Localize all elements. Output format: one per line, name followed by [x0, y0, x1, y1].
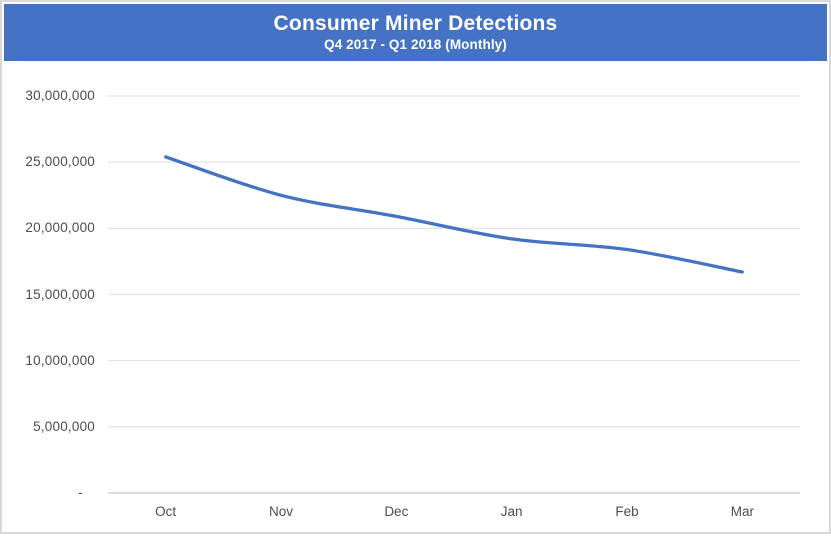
- y-axis-label: 15,000,000: [25, 286, 95, 302]
- x-axis-label: Nov: [268, 504, 293, 519]
- x-axis-label: Mar: [730, 504, 754, 519]
- y-axis-label: 20,000,000: [25, 220, 95, 236]
- series-line: [164, 155, 744, 274]
- x-axis-label: Dec: [384, 504, 409, 519]
- x-axis-label: Feb: [615, 504, 639, 519]
- chart-subtitle: Q4 2017 - Q1 2018 (Monthly): [324, 37, 507, 52]
- y-axis-label: 10,000,000: [25, 352, 95, 368]
- y-axis-label: 25,000,000: [25, 154, 95, 170]
- chart-title: Consumer Miner Detections: [273, 12, 558, 35]
- x-axis-label: Oct: [155, 504, 177, 519]
- y-axis-label-zero: -: [78, 485, 83, 500]
- y-axis-label: 5,000,000: [33, 418, 95, 434]
- chart-header: Consumer Miner Detections Q4 2017 - Q1 2…: [4, 4, 827, 61]
- y-axis-label: 30,000,000: [25, 88, 95, 103]
- x-axis-label: Jan: [500, 504, 523, 519]
